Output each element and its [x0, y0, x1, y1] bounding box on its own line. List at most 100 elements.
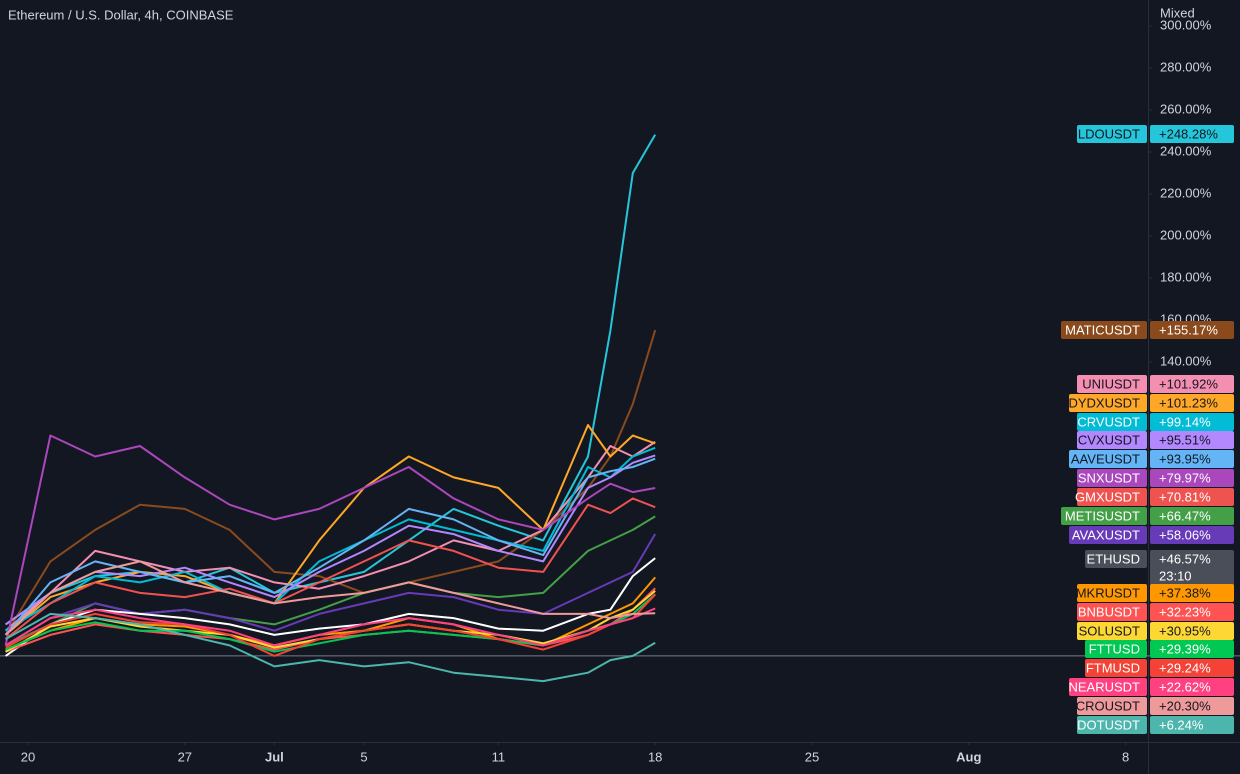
label-value: +101.23%	[1159, 395, 1218, 410]
label-name-box	[1077, 125, 1147, 143]
label-name: FTTUSD	[1089, 641, 1140, 656]
label-value-box	[1150, 659, 1234, 677]
x-tick-label: 11	[492, 749, 506, 764]
label-name: ETHUSD	[1087, 551, 1140, 566]
label-value: +95.51%	[1159, 432, 1211, 447]
series-label: MKRUSDT +37.38%	[1076, 584, 1234, 602]
series-label: DYDXUSDT +101.23%	[1068, 394, 1234, 412]
series-label: SNXUSDT +79.97%	[1077, 469, 1234, 487]
label-value-box	[1150, 321, 1234, 339]
label-value: +6.24%	[1159, 717, 1204, 732]
label-name: CVXUSDT	[1078, 432, 1140, 447]
label-value: +101.92%	[1159, 376, 1218, 391]
x-tick-label: 18	[648, 749, 662, 764]
label-value-box	[1150, 488, 1234, 506]
label-value: +70.81%	[1159, 489, 1211, 504]
label-name: CROUSDT	[1076, 698, 1140, 713]
label-value-box	[1150, 550, 1234, 586]
label-value: +32.23%	[1159, 604, 1211, 619]
label-name: SNXUSDT	[1078, 470, 1140, 485]
label-value-box	[1150, 584, 1234, 602]
label-value: +20.30%	[1159, 698, 1211, 713]
series-label: UNIUSDT +101.92%	[1077, 375, 1234, 393]
label-value: +248.28%	[1159, 126, 1218, 141]
label-name: BNBUSDT	[1078, 604, 1140, 619]
label-name-box	[1077, 375, 1147, 393]
series-label: GMXUSDT +70.81%	[1075, 488, 1234, 506]
series-line	[4, 457, 656, 636]
series-label: AVAXUSDT +58.06%	[1069, 526, 1234, 544]
series-label: METISUSDT +66.47%	[1061, 507, 1234, 525]
label-name-box	[1077, 622, 1147, 640]
series-label: BNBUSDT +32.23%	[1077, 603, 1234, 621]
label-name-box	[1077, 469, 1147, 487]
label-name-box	[1077, 716, 1147, 734]
label-value: +58.06%	[1159, 527, 1211, 542]
label-name-box	[1077, 584, 1147, 602]
series-line	[4, 441, 656, 632]
chart-title: Ethereum / U.S. Dollar, 4h, COINBASE	[8, 7, 234, 22]
series-label: AAVEUSDT +93.95%	[1069, 450, 1234, 468]
series-label: ETHUSD +46.57% 23:10	[1085, 550, 1234, 586]
label-name: FTMUSD	[1086, 660, 1140, 675]
label-value: +99.14%	[1159, 414, 1211, 429]
label-value-box	[1150, 431, 1234, 449]
y-tick-label: 200.00%	[1160, 227, 1212, 242]
label-name: LDOUSDT	[1078, 126, 1140, 141]
x-tick-label: 5	[360, 749, 367, 764]
label-name-box	[1069, 678, 1147, 696]
label-value-box	[1150, 413, 1234, 431]
series-label: FTMUSD +29.24%	[1085, 659, 1234, 677]
y-tick-label: 300.00%	[1160, 17, 1212, 32]
label-value: +79.97%	[1159, 470, 1211, 485]
label-name: SOLUSDT	[1079, 623, 1140, 638]
y-tick-label: 280.00%	[1160, 59, 1212, 74]
series-label: FTTUSD +29.39%	[1085, 640, 1234, 658]
series-label: NEARUSDT +22.62%	[1068, 678, 1234, 696]
label-value: +29.24%	[1159, 660, 1211, 675]
x-tick-label: 25	[805, 749, 819, 764]
label-name-box	[1069, 394, 1147, 412]
scale-mode[interactable]: Mixed	[1160, 5, 1195, 20]
series-line	[4, 497, 656, 640]
x-tick-label: Aug	[956, 749, 981, 764]
label-name-box	[1077, 431, 1147, 449]
label-name-box	[1061, 321, 1147, 339]
label-name-box	[1085, 640, 1147, 658]
label-name: DOTUSDT	[1077, 717, 1140, 732]
label-value: +155.17%	[1159, 322, 1218, 337]
series-label: DOTUSDT +6.24%	[1077, 716, 1234, 734]
label-value-box	[1150, 375, 1234, 393]
series-label: CROUSDT +20.30%	[1076, 697, 1234, 715]
series-line	[5, 134, 657, 626]
label-value-box	[1150, 603, 1234, 621]
y-tick-label: 260.00%	[1160, 101, 1212, 116]
label-value-box	[1150, 622, 1234, 640]
label-name-box	[1061, 507, 1147, 525]
label-name: AVAXUSDT	[1072, 527, 1140, 542]
y-tick-label: 180.00%	[1160, 269, 1212, 284]
label-value-box	[1150, 125, 1234, 143]
label-name-box	[1069, 526, 1147, 544]
label-name: MKRUSDT	[1076, 585, 1140, 600]
label-value: +30.95%	[1159, 623, 1211, 638]
label-value: +46.57%	[1159, 551, 1211, 566]
label-value-box	[1150, 394, 1234, 412]
series-line	[4, 434, 656, 646]
series-line	[4, 560, 656, 636]
series-label: LDOUSDT +248.28%	[1077, 125, 1234, 143]
series-label: SOLUSDT +30.95%	[1077, 622, 1234, 640]
series-line	[5, 454, 656, 626]
y-tick-label: 240.00%	[1160, 143, 1212, 158]
series-line	[5, 612, 656, 683]
label-name-box	[1077, 697, 1147, 715]
label-value: +29.39%	[1159, 641, 1211, 656]
label-name-box	[1077, 488, 1147, 506]
series-label: CRVUSDT +99.14%	[1077, 413, 1234, 431]
y-tick-label: 220.00%	[1160, 185, 1212, 200]
label-value-box	[1150, 526, 1234, 544]
label-name: MATICUSDT	[1065, 322, 1140, 337]
label-name: CRVUSDT	[1077, 414, 1140, 429]
